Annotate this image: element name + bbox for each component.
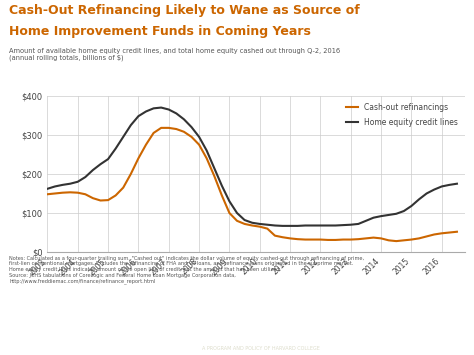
- Cash-out refinancings: [424, 234, 429, 239]
- Home equity credit lines: [454, 182, 460, 186]
- Cash-out refinancings: [393, 239, 399, 243]
- Text: Cash-Out Refinancing Likely to Wane as Source of: Cash-Out Refinancing Likely to Wane as S…: [9, 4, 360, 17]
- Cash-out refinancings: [447, 230, 452, 235]
- Cash-out refinancings: [454, 230, 460, 234]
- Home equity credit lines: [280, 224, 285, 228]
- Text: Notes: Calculated as a four-quarter trailing sum. "Cashed out" indicates the dol: Notes: Calculated as a four-quarter trai…: [9, 256, 365, 284]
- Home equity credit lines: [120, 135, 126, 139]
- Cash-out refinancings: [90, 196, 96, 200]
- Text: JOINT CENTER FOR HOUSING STUDIES OF HARVARD UNIVERSITY: JOINT CENTER FOR HOUSING STUDIES OF HARV…: [135, 331, 387, 337]
- Text: JCHS: JCHS: [14, 332, 40, 342]
- Home equity credit lines: [204, 148, 210, 153]
- Cash-out refinancings: [204, 156, 210, 160]
- Legend: Cash-out refinancings, Home equity credit lines: Cash-out refinancings, Home equity credi…: [343, 100, 461, 130]
- Home equity credit lines: [424, 191, 429, 196]
- Cash-out refinancings: [45, 192, 50, 196]
- Text: A PROGRAM AND POLICY OF HARVARD COLLEGE: A PROGRAM AND POLICY OF HARVARD COLLEGE: [202, 346, 319, 351]
- Home equity credit lines: [447, 183, 452, 187]
- Line: Cash-out refinancings: Cash-out refinancings: [47, 128, 457, 241]
- Home equity credit lines: [143, 109, 149, 114]
- Home equity credit lines: [45, 187, 50, 191]
- Text: Home Improvement Funds in Coming Years: Home Improvement Funds in Coming Years: [9, 25, 311, 38]
- Cash-out refinancings: [143, 143, 149, 147]
- Cash-out refinancings: [158, 126, 164, 130]
- Text: Amount of available home equity credit lines, and total home equity cashed out t: Amount of available home equity credit l…: [9, 48, 341, 61]
- Cash-out refinancings: [120, 185, 126, 190]
- Line: Home equity credit lines: Home equity credit lines: [47, 108, 457, 226]
- Home equity credit lines: [158, 105, 164, 110]
- Home equity credit lines: [90, 168, 96, 172]
